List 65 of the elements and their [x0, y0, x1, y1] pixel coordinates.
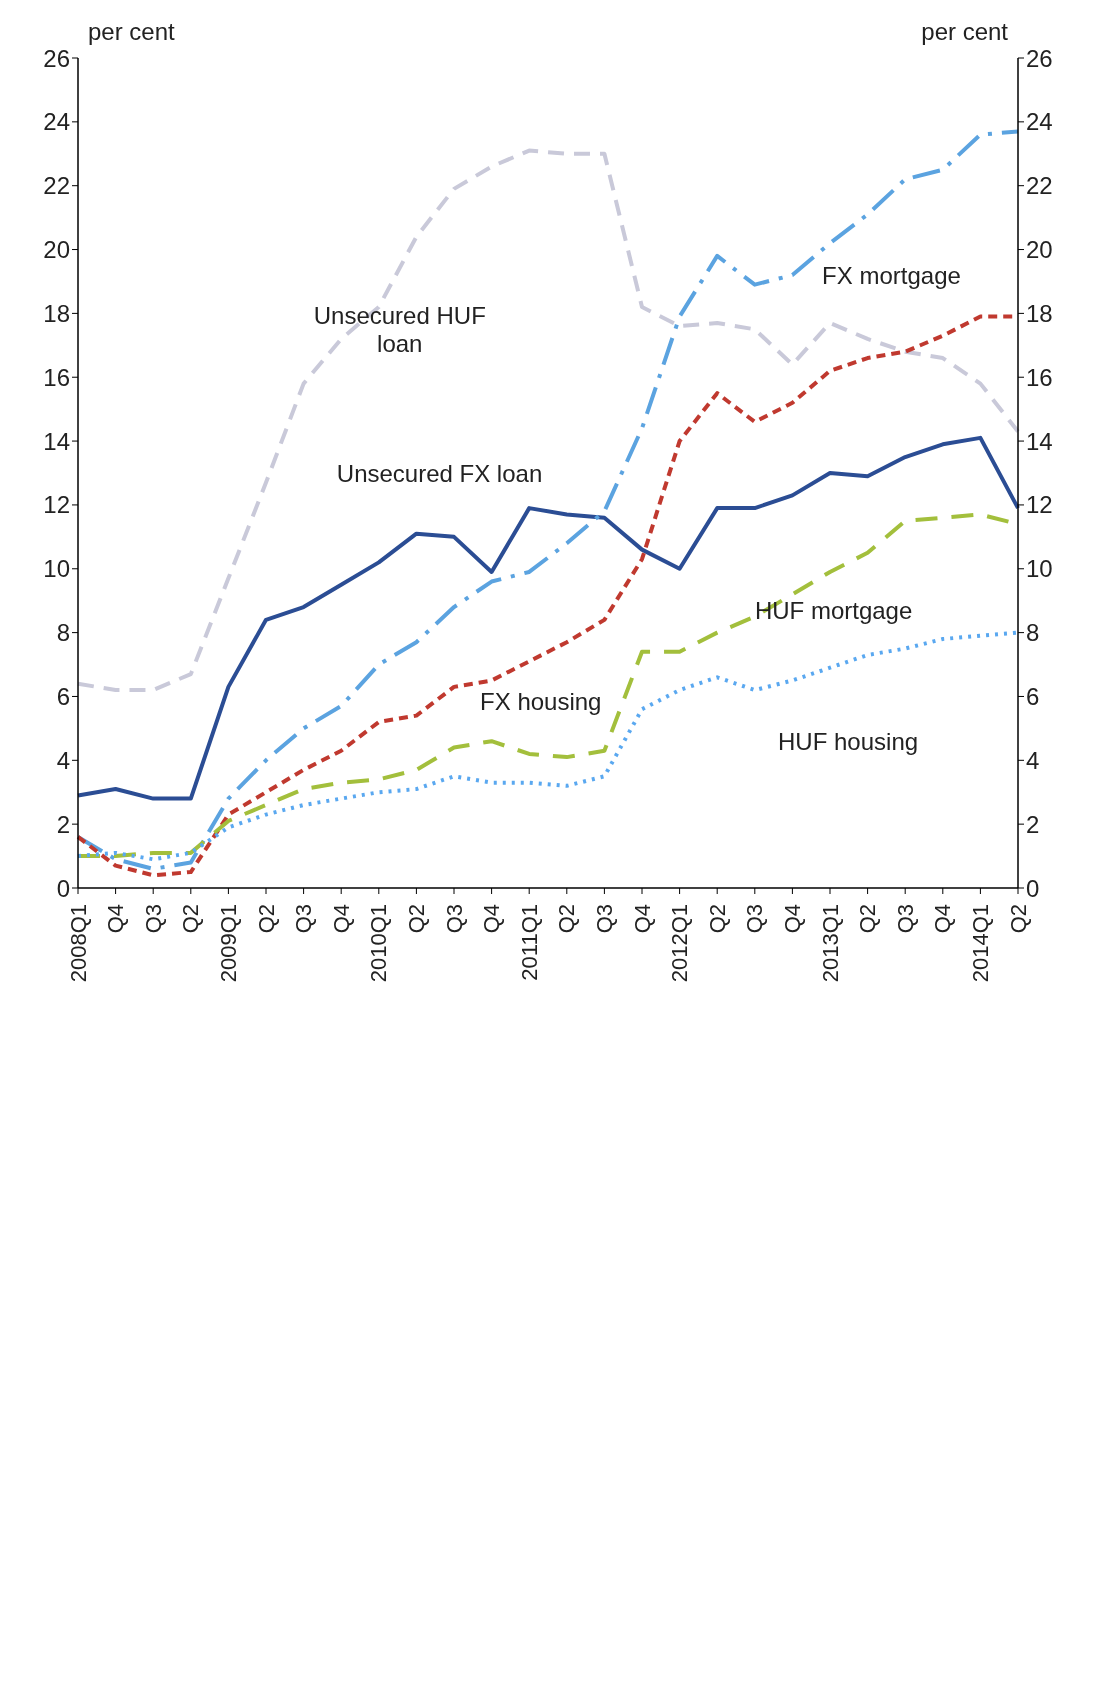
series-label: Unsecured HUF loan [313, 301, 486, 357]
y-tick-label: 12 [43, 491, 70, 519]
series-label: HUF mortgage [754, 596, 913, 624]
y2-tick-label: 24 [1026, 108, 1053, 136]
y2-tick-label: 4 [1026, 746, 1040, 774]
y-tick-label: 2 [56, 810, 70, 838]
x-tick-label: Q4 [479, 904, 505, 934]
x-tick-label: Q2 [554, 904, 580, 934]
x-tick-label: Q3 [892, 904, 918, 934]
x-tick-label: Q2 [1005, 904, 1031, 934]
x-tick-label: 2011Q1 [516, 904, 542, 981]
y2-tick-label: 14 [1026, 427, 1053, 455]
y-tick-label: 10 [43, 555, 70, 583]
x-tick-label: Q3 [591, 904, 617, 934]
y2-axis-title: per cent [921, 18, 1009, 45]
series-label: Unsecured FX loan [336, 459, 543, 487]
series-label: FX housing [480, 687, 602, 715]
y-tick-label: 20 [43, 236, 70, 264]
y-tick-label: 16 [43, 363, 70, 391]
x-tick-label: 2009Q1 [215, 904, 241, 983]
x-tick-label: Q2 [253, 904, 279, 934]
line-series [76, 148, 1020, 693]
y2-tick-label: 26 [1026, 44, 1053, 72]
y2-tick-label: 6 [1026, 682, 1040, 710]
y2-tick-label: 18 [1026, 299, 1053, 327]
y2-tick-label: 10 [1026, 555, 1053, 583]
x-tick-label: Q2 [403, 904, 429, 934]
y2-tick-label: 16 [1026, 363, 1053, 391]
y-tick-label: 0 [56, 874, 70, 902]
y-tick-label: 6 [56, 682, 70, 710]
x-tick-label: 2010Q1 [366, 904, 392, 983]
y-tick-label: 18 [43, 299, 70, 327]
y2-tick-label: 8 [1026, 619, 1040, 647]
x-tick-label: Q2 [704, 904, 730, 934]
x-tick-label: Q4 [930, 904, 956, 934]
x-tick-label: Q4 [103, 904, 129, 934]
y2-tick-label: 20 [1026, 236, 1053, 264]
y-tick-label: 24 [43, 108, 70, 136]
y-tick-label: 4 [56, 746, 70, 774]
y2-tick-label: 22 [1026, 172, 1053, 200]
series-label: FX mortgage [822, 261, 961, 289]
x-tick-label: Q3 [291, 904, 317, 934]
y-tick-label: 22 [43, 172, 70, 200]
x-tick-label: 2014Q1 [967, 904, 993, 983]
x-tick-label: 2013Q1 [817, 904, 843, 983]
y2-tick-label: 2 [1026, 810, 1040, 838]
x-tick-label: Q4 [779, 904, 805, 934]
x-tick-label: Q3 [140, 904, 166, 934]
x-tick-label: Q2 [178, 904, 204, 934]
y-axis-title: per cent [88, 18, 176, 45]
x-tick-label: 2008Q1 [65, 904, 91, 983]
y2-tick-label: 12 [1026, 491, 1053, 519]
x-tick-label: Q3 [742, 904, 768, 934]
x-tick-label: Q4 [328, 904, 354, 934]
x-tick-label: Q3 [441, 904, 467, 934]
y-tick-label: 8 [56, 619, 70, 647]
y-tick-label: 14 [43, 427, 70, 455]
y-tick-label: 26 [43, 44, 70, 72]
x-tick-label: Q4 [629, 904, 655, 934]
x-tick-label: Q2 [855, 904, 881, 934]
line-series [76, 435, 1020, 801]
series-label: HUF housing [778, 727, 919, 755]
y2-tick-label: 0 [1026, 874, 1040, 902]
line-series [76, 129, 1020, 871]
x-tick-label: 2012Q1 [667, 904, 693, 983]
